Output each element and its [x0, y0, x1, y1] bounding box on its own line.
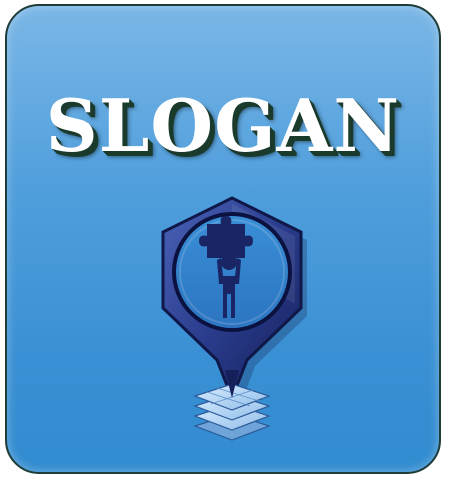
map-pin-person-puzzle-icon: [161, 196, 307, 441]
slogan-card: SLOGAN: [5, 4, 441, 474]
slogan-heading: SLOGAN: [45, 83, 401, 168]
puzzle-piece-icon: [199, 216, 253, 264]
stacked-map-layers-icon: [193, 383, 271, 441]
person-icon: [217, 254, 241, 318]
